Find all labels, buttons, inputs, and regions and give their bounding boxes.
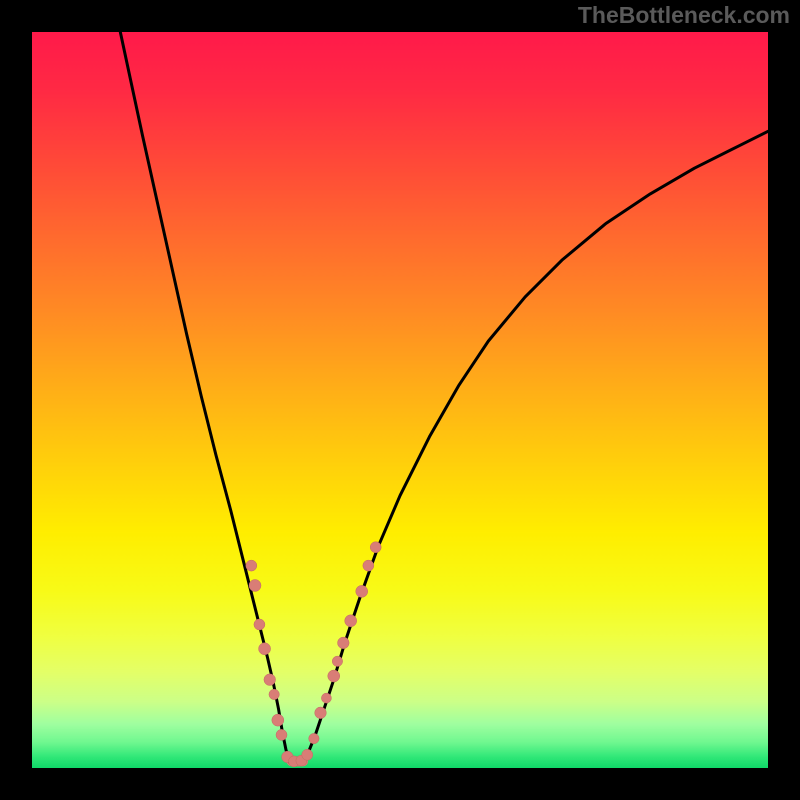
left-marker bbox=[254, 619, 265, 630]
chart-plot-area bbox=[32, 32, 768, 768]
right-marker bbox=[345, 615, 357, 627]
right-marker bbox=[332, 656, 342, 666]
left-marker bbox=[272, 714, 284, 726]
right-marker bbox=[370, 542, 381, 553]
right-marker bbox=[338, 637, 350, 649]
right-marker bbox=[315, 707, 327, 719]
curve-right_branch bbox=[301, 131, 768, 762]
left-marker bbox=[264, 674, 276, 686]
right-marker bbox=[321, 693, 331, 703]
left-marker bbox=[269, 689, 279, 699]
left-marker bbox=[249, 579, 261, 591]
left-marker bbox=[246, 560, 257, 571]
right-marker bbox=[363, 560, 374, 571]
left-marker bbox=[276, 729, 287, 740]
attribution-text: TheBottleneck.com bbox=[578, 2, 790, 29]
bottom-marker bbox=[302, 749, 313, 760]
bottleneck-curve bbox=[32, 32, 768, 768]
left-marker bbox=[259, 643, 271, 655]
right-marker bbox=[309, 733, 319, 743]
right-marker bbox=[356, 585, 368, 597]
right-marker bbox=[328, 670, 340, 682]
